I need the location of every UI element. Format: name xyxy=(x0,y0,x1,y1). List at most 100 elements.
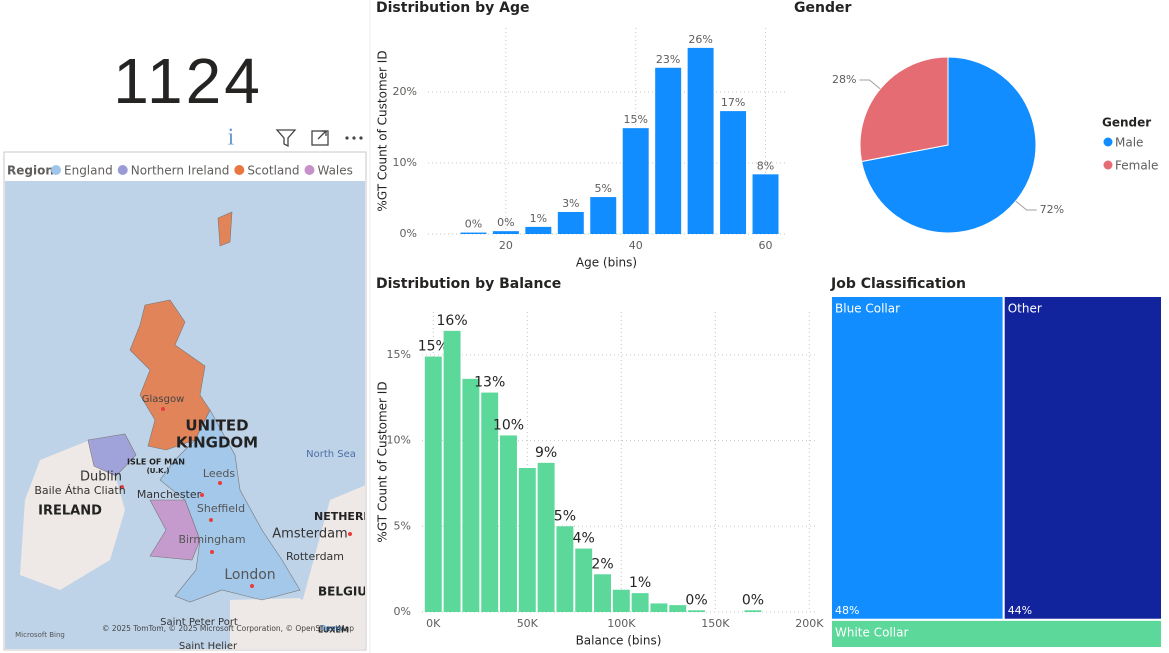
pie-slice xyxy=(859,56,949,163)
legend-marker xyxy=(117,165,128,175)
legend-title: Gender xyxy=(1102,116,1151,130)
x-axis-title: Age (bins) xyxy=(576,256,637,270)
legend-label: Male xyxy=(1115,136,1143,150)
data-label: 5% xyxy=(554,508,576,524)
map-land xyxy=(255,485,365,649)
map-label: Birmingham xyxy=(178,533,245,546)
map-region[interactable] xyxy=(87,433,137,477)
map-label: Baile Átha Cliath xyxy=(34,484,125,497)
data-label: 15% xyxy=(418,339,449,355)
bar xyxy=(443,330,461,612)
tile-label: Blue Collar xyxy=(835,302,900,316)
bar xyxy=(631,593,649,612)
x-tick-label: 40 xyxy=(629,239,643,252)
bar xyxy=(481,392,499,612)
map-label: Dublin xyxy=(80,470,122,485)
x-tick-label: 50K xyxy=(517,617,539,630)
map-region[interactable] xyxy=(149,499,201,561)
bar xyxy=(669,605,687,612)
data-label: 5% xyxy=(595,182,612,195)
bar xyxy=(594,574,611,612)
bar xyxy=(424,356,442,612)
data-label: 0% xyxy=(465,218,482,231)
y-tick-label: 10% xyxy=(393,156,417,169)
chart-title: Job Classification xyxy=(830,276,966,292)
data-label: 1% xyxy=(629,575,651,591)
map-region[interactable] xyxy=(129,299,211,451)
data-label: 10% xyxy=(493,417,524,433)
legend-label: Scotland xyxy=(247,164,299,178)
tile-label: White Collar xyxy=(835,625,908,639)
bar xyxy=(622,128,649,234)
map-label: ISLE OF MAN xyxy=(127,458,185,467)
map-label: Leeds xyxy=(203,467,235,480)
chart-title: Distribution by Balance xyxy=(376,276,561,292)
x-tick-label: 200K xyxy=(795,617,824,630)
data-label: 23% xyxy=(656,53,680,66)
bar xyxy=(462,378,480,612)
map-land xyxy=(20,440,125,590)
data-label: 0% xyxy=(742,592,764,608)
map-label: Terms xyxy=(319,624,342,633)
legend-label: England xyxy=(64,164,113,178)
treemap-tile xyxy=(1002,295,1164,621)
data-label: 1% xyxy=(530,212,547,225)
map-label: LUXEM xyxy=(318,626,349,635)
legend-label: Female xyxy=(1115,159,1158,173)
more-options-icon[interactable] xyxy=(345,136,363,140)
map-label: Saint Helier xyxy=(179,641,238,652)
data-label: 26% xyxy=(688,33,712,46)
data-label: 0% xyxy=(685,592,707,608)
map-region[interactable] xyxy=(159,409,301,603)
focus-mode-icon[interactable] xyxy=(311,130,329,146)
info-icon[interactable]: i xyxy=(228,125,235,151)
data-label: 44% xyxy=(1008,604,1032,617)
y-tick-label: 20% xyxy=(393,85,417,98)
bar xyxy=(460,232,487,234)
x-tick-label: 0K xyxy=(426,617,441,630)
map-label: Sheffield xyxy=(197,502,245,515)
filter-icon[interactable] xyxy=(275,129,297,148)
legend-marker xyxy=(304,165,315,175)
data-label: 13% xyxy=(474,375,505,391)
map-label: Glasgow xyxy=(142,394,185,405)
map-label: BELGIU xyxy=(318,585,367,599)
bar xyxy=(590,197,617,234)
data-label: 0% xyxy=(497,216,514,229)
x-tick-label: 100K xyxy=(607,617,636,630)
data-label: 15% xyxy=(623,113,647,126)
chart-title: Distribution by Age xyxy=(376,0,529,16)
map-region[interactable] xyxy=(217,211,233,247)
y-tick-label: 0% xyxy=(394,605,411,618)
treemap-tile xyxy=(830,618,1163,650)
legend-marker xyxy=(51,165,61,175)
map-label: NETHERL xyxy=(314,510,370,523)
map-label: Manchester xyxy=(137,488,202,501)
legend-label: Wales xyxy=(317,164,352,178)
data-label: 16% xyxy=(437,313,468,329)
visual-header: i xyxy=(228,125,363,151)
pie-slice xyxy=(860,56,1037,234)
bar xyxy=(492,231,519,234)
map-label: (U.K.) xyxy=(147,467,170,475)
map-label: © 2025 TomTom, © 2025 Microsoft Corporat… xyxy=(102,624,354,633)
map-label: Amsterdam xyxy=(272,527,347,542)
data-label: 2% xyxy=(591,556,613,572)
bar xyxy=(537,462,555,612)
map-land xyxy=(230,598,320,649)
map-label: Saint Peter Port xyxy=(160,617,238,628)
legend-marker xyxy=(1103,137,1113,147)
legend-marker xyxy=(234,165,245,175)
data-label: 28% xyxy=(832,73,856,86)
x-tick-label: 150K xyxy=(701,617,730,630)
tile-label: Other xyxy=(1008,302,1042,316)
legend-label: Northern Ireland xyxy=(131,164,230,178)
data-label: 4% xyxy=(573,531,595,547)
bar xyxy=(650,603,668,612)
map-label: Microsoft Bing xyxy=(15,631,65,639)
map-label: KINGDOM xyxy=(176,434,258,452)
